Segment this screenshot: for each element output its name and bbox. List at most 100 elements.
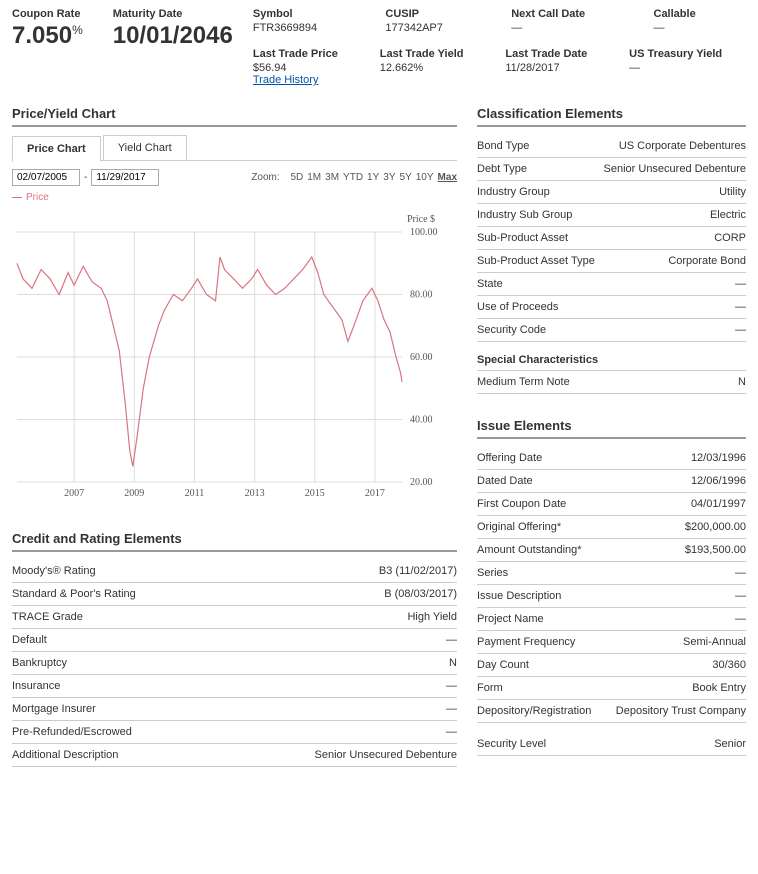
date-from-input[interactable] <box>12 169 80 186</box>
issue-key: Series <box>477 567 508 579</box>
credit-rating-section: Credit and Rating Elements Moody's® Rati… <box>12 531 457 767</box>
zoom-3y[interactable]: 3Y <box>383 172 395 183</box>
classification-key: Sub-Product Asset <box>477 232 568 244</box>
classification-row: Industry Sub GroupElectric <box>477 204 746 227</box>
svg-text:2011: 2011 <box>185 488 205 499</box>
credit-row: Pre-Refunded/Escrowed— <box>12 721 457 744</box>
zoom-max[interactable]: Max <box>438 172 457 183</box>
issue-row: Security LevelSenior <box>477 733 746 756</box>
issue-row: Day Count30/360 <box>477 654 746 677</box>
classification-value: Electric <box>710 209 746 221</box>
date-to-input[interactable] <box>91 169 159 186</box>
price-chart[interactable]: Price $20.0040.0060.0080.00100.002007200… <box>12 207 457 507</box>
classification-key: State <box>477 278 503 290</box>
chart-tabs: Price Chart Yield Chart <box>12 135 457 161</box>
issue-value: Book Entry <box>692 682 746 694</box>
tab-yield-chart[interactable]: Yield Chart <box>103 135 187 160</box>
credit-row: Mortgage Insurer— <box>12 698 457 721</box>
issue-value: 04/01/1997 <box>691 498 746 510</box>
price-yield-chart-section: Price/Yield Chart Price Chart Yield Char… <box>12 106 457 507</box>
classification-key: Security Code <box>477 324 546 336</box>
issue-value: — <box>735 590 746 602</box>
svg-text:2017: 2017 <box>365 488 385 499</box>
special-value: N <box>738 376 746 388</box>
zoom-ytd[interactable]: YTD <box>343 172 363 183</box>
credit-value: Senior Unsecured Debenture <box>315 749 457 761</box>
last-trade-price-label: Last Trade Price <box>253 48 362 60</box>
credit-key: Standard & Poor's Rating <box>12 588 136 600</box>
svg-text:80.00: 80.00 <box>410 290 433 301</box>
classification-key: Sub-Product Asset Type <box>477 255 595 267</box>
zoom-5y[interactable]: 5Y <box>400 172 412 183</box>
coupon-label: Coupon Rate <box>12 8 83 20</box>
issue-row: Dated Date 12/06/1996 <box>477 470 746 493</box>
svg-text:40.00: 40.00 <box>410 415 433 426</box>
classification-row: Industry GroupUtility <box>477 181 746 204</box>
classification-key: Use of Proceeds <box>477 301 558 313</box>
cusip-value: 177342AP7 <box>385 22 493 34</box>
credit-key: TRACE Grade <box>12 611 83 623</box>
credit-key: Mortgage Insurer <box>12 703 96 715</box>
issue-key: Project Name <box>477 613 544 625</box>
last-trade-date-label: Last Trade Date <box>505 48 611 60</box>
tab-price-chart[interactable]: Price Chart <box>12 136 101 162</box>
issue-title: Issue Elements <box>477 418 746 439</box>
classification-row: Use of Proceeds — <box>477 296 746 319</box>
issue-key: Day Count <box>477 659 529 671</box>
issue-value: 12/06/1996 <box>691 475 746 487</box>
bond-header: Coupon Rate 7.050% Maturity Date 10/01/2… <box>12 8 746 86</box>
zoom-5d[interactable]: 5D <box>290 172 303 183</box>
classification-section: Classification Elements Bond TypeUS Corp… <box>477 106 746 394</box>
date-sep: - <box>84 172 87 183</box>
credit-title: Credit and Rating Elements <box>12 531 457 552</box>
zoom-1y[interactable]: 1Y <box>367 172 379 183</box>
classification-key: Bond Type <box>477 140 529 152</box>
issue-row: Issue Description — <box>477 585 746 608</box>
issue-key: Issue Description <box>477 590 561 602</box>
classification-value: — <box>735 301 746 313</box>
chart-controls: - Zoom: 5D 1M 3M YTD 1Y 3Y 5Y 10Y Max <box>12 169 457 186</box>
next-call-label: Next Call Date <box>511 8 635 20</box>
classification-value: — <box>735 278 746 290</box>
svg-text:2009: 2009 <box>124 488 144 499</box>
issue-row: Series— <box>477 562 746 585</box>
credit-key: Default <box>12 634 47 646</box>
coupon-value: 7.050% <box>12 22 83 50</box>
svg-text:100.00: 100.00 <box>410 227 438 238</box>
credit-key: Additional Description <box>12 749 118 761</box>
chart-legend-price: Price <box>12 192 457 203</box>
zoom-label: Zoom: <box>251 172 279 183</box>
svg-text:60.00: 60.00 <box>410 352 433 363</box>
maturity-label: Maturity Date <box>113 8 233 20</box>
special-key: Medium Term Note <box>477 376 570 388</box>
classification-value: Corporate Bond <box>668 255 746 267</box>
classification-key: Industry Group <box>477 186 550 198</box>
zoom-10y[interactable]: 10Y <box>416 172 434 183</box>
issue-key: Depository/Registration <box>477 705 591 717</box>
credit-row: Insurance— <box>12 675 457 698</box>
issue-elements-section: Issue Elements Offering Date12/03/1996Da… <box>477 418 746 756</box>
symbol-value: FTR3669894 <box>253 22 368 34</box>
credit-value: — <box>446 634 457 646</box>
credit-row: Standard & Poor's Rating B (08/03/2017) <box>12 583 457 606</box>
credit-value: N <box>449 657 457 669</box>
trade-history-link[interactable]: Trade History <box>253 74 319 86</box>
classification-row: Sub-Product AssetCORP <box>477 227 746 250</box>
classification-value: Senior Unsecured Debenture <box>604 163 746 175</box>
credit-row: Default — <box>12 629 457 652</box>
issue-value: $193,500.00 <box>685 544 746 556</box>
issue-key: Dated Date <box>477 475 533 487</box>
issue-value: $200,000.00 <box>685 521 746 533</box>
zoom-1m[interactable]: 1M <box>307 172 321 183</box>
special-row: Medium Term Note N <box>477 371 746 394</box>
next-call-value: — <box>511 22 635 34</box>
callable-label: Callable <box>654 8 747 20</box>
classification-row: Sub-Product Asset Type Corporate Bond <box>477 250 746 273</box>
issue-row: Depository/RegistrationDepository Trust … <box>477 700 746 723</box>
credit-value: B (08/03/2017) <box>384 588 457 600</box>
classification-row: Debt TypeSenior Unsecured Debenture <box>477 158 746 181</box>
zoom-3m[interactable]: 3M <box>325 172 339 183</box>
issue-key: Offering Date <box>477 452 542 464</box>
credit-value: B3 (11/02/2017) <box>379 565 457 577</box>
classification-value: US Corporate Debentures <box>619 140 746 152</box>
